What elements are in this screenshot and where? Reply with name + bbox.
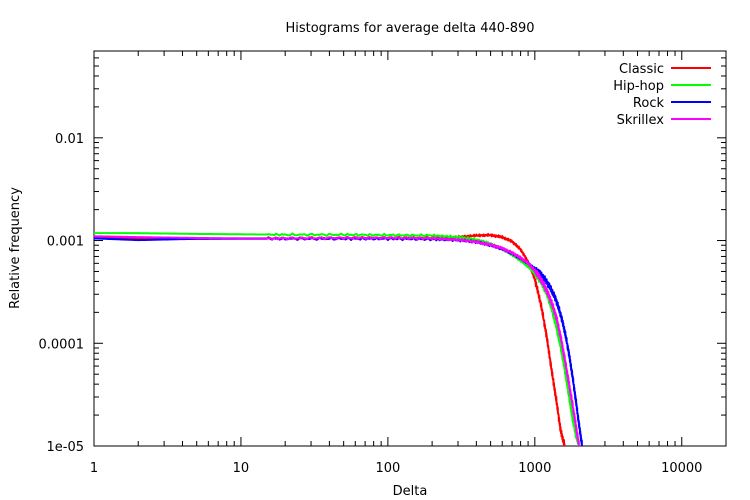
series-group	[94, 232, 584, 446]
y-tick-label: 0.001	[47, 235, 84, 250]
legend: Classic Hip-hop Rock Skrillex	[613, 62, 711, 128]
x-tick-label: 100	[375, 461, 400, 476]
series-line-classic	[94, 232, 566, 446]
x-tick-label: 10	[233, 461, 250, 476]
legend-label: Skrillex	[617, 113, 665, 128]
x-axis-ticks: 1 10 100 1000 10000	[90, 51, 727, 476]
series-line-hip-hop	[94, 232, 581, 446]
chart-title: Histograms for average delta 440-890	[285, 21, 534, 36]
y-axis-label: Relative frequency	[8, 187, 23, 309]
plot-frame	[93, 50, 727, 447]
series-line-skrillex	[94, 235, 581, 446]
plot-border	[93, 50, 727, 447]
legend-label: Hip-hop	[613, 79, 664, 94]
y-tick-label: 0.0001	[39, 337, 85, 352]
y-tick-label: 1e-05	[46, 440, 84, 455]
series-line-rock	[94, 236, 584, 446]
legend-label: Rock	[633, 96, 665, 111]
legend-label: Classic	[619, 62, 664, 77]
y-tick-label: 0.01	[55, 132, 84, 147]
x-tick-label: 1000	[518, 461, 551, 476]
x-tick-label: 10000	[661, 461, 702, 476]
x-axis-label: Delta	[393, 484, 428, 499]
y-axis-ticks: 1e-05 0.0001 0.001 0.01	[39, 50, 726, 455]
x-tick-label: 1	[90, 461, 98, 476]
